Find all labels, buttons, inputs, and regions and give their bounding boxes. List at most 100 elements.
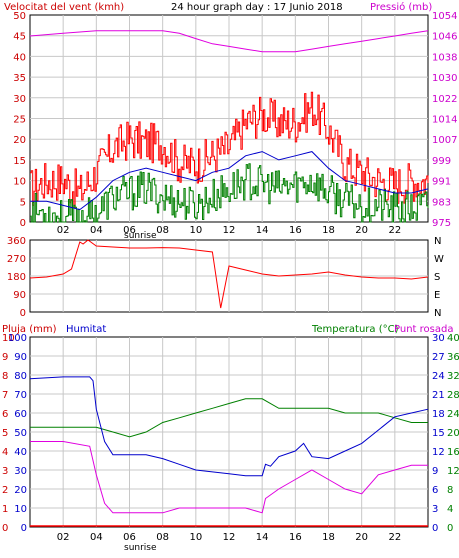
humidity-y-tick: 50 (14, 428, 27, 439)
x-tick-label: 04 (90, 225, 103, 236)
temperature-y-tick: 12 (447, 466, 459, 477)
x-tick-label: 16 (289, 225, 302, 236)
temp-alt-y-tick: 0 (432, 523, 438, 534)
rain-y-tick: 8 (2, 371, 8, 382)
series-layer (29, 30, 429, 527)
temp-alt-y-tick: 9 (432, 466, 438, 477)
temperature-y-tick: 28 (447, 390, 459, 401)
direction-y-tick: 360 (7, 236, 26, 247)
temperature-y-tick: 8 (447, 485, 453, 496)
temp-alt-y-tick: 3 (432, 504, 438, 515)
temperature-y-tick: 20 (447, 428, 459, 439)
rain-y-tick: 2 (2, 485, 8, 496)
x-tick-label: 06 (123, 532, 136, 543)
temperature-y-tick: 24 (447, 409, 459, 420)
x-tick-label: 10 (189, 225, 202, 236)
rain-axis-title: Pluja (mm) (2, 324, 57, 335)
rain-y-tick: 0 (2, 523, 8, 534)
wind-gust-line (30, 91, 429, 209)
wind-low-line (30, 163, 429, 223)
pressure-y-tick: 1046 (432, 32, 457, 43)
direction-y-tick: 90 (13, 290, 26, 301)
wind-y-tick: 30 (13, 94, 26, 105)
humidity-axis-title: Humitat (66, 324, 106, 335)
temperature-y-tick: 36 (447, 352, 459, 363)
x-tick-label: 22 (388, 225, 401, 236)
sunrise-label-top: sunrise (124, 231, 157, 241)
direction-y-tick: 270 (7, 254, 26, 265)
compass-tick: N (434, 308, 441, 319)
axis-layer: 0202040406060808101012121414161618182020… (2, 11, 459, 543)
temperature-line (30, 398, 428, 438)
rain-y-tick: 9 (2, 352, 8, 363)
humidity-y-tick: 40 (14, 447, 27, 458)
rain-y-tick: 6 (2, 409, 8, 420)
wind-y-tick: 50 (13, 11, 26, 22)
wind-y-tick: 5 (20, 197, 26, 208)
temp-alt-y-tick: 30 (432, 333, 445, 344)
pressure-y-tick: 999 (432, 156, 451, 167)
x-tick-label: 12 (223, 225, 236, 236)
pressure-y-tick: 1022 (432, 94, 457, 105)
x-tick-label: 02 (57, 532, 70, 543)
x-tick-label: 14 (256, 532, 269, 543)
temperature-y-tick: 16 (447, 447, 459, 458)
pressure-y-tick: 1030 (432, 73, 457, 84)
x-tick-label: 18 (322, 225, 335, 236)
direction-y-tick: 180 (7, 272, 26, 283)
humidity-y-tick: 70 (14, 390, 27, 401)
temperature-y-tick: 32 (447, 371, 459, 382)
humidity-y-tick: 100 (8, 333, 27, 344)
x-tick-label: 16 (289, 532, 302, 543)
temperature-y-tick: 0 (447, 523, 453, 534)
temp-alt-y-tick: 12 (432, 447, 445, 458)
wind-y-tick: 15 (13, 156, 26, 167)
sunrise-label-bottom: sunrise (124, 543, 157, 553)
dewpoint-axis-title: Punt rosada (394, 324, 453, 335)
temp-alt-y-tick: 15 (432, 428, 445, 439)
compass-tick: W (434, 254, 444, 265)
wind-y-tick: 25 (13, 115, 26, 126)
x-tick-label: 08 (156, 225, 169, 236)
pressure-title: Pressió (mb) (370, 1, 432, 13)
rain-y-tick: 10 (2, 333, 15, 344)
pressure-y-tick: 983 (432, 197, 451, 208)
pressure-y-tick: 1054 (432, 11, 457, 22)
temp-alt-y-tick: 21 (432, 390, 445, 401)
pressure-y-tick: 991 (432, 177, 451, 188)
humidity-y-tick: 90 (14, 352, 27, 363)
x-tick-label: 04 (90, 532, 103, 543)
pressure-y-tick: 1007 (432, 135, 457, 146)
wind-y-tick: 0 (20, 218, 26, 229)
x-tick-label: 22 (388, 532, 401, 543)
temp-alt-y-tick: 27 (432, 352, 445, 363)
rain-y-tick: 1 (2, 504, 8, 515)
x-tick-label: 20 (355, 225, 368, 236)
humidity-y-tick: 0 (21, 523, 27, 534)
x-tick-label: 14 (256, 225, 269, 236)
humidity-y-tick: 20 (14, 485, 27, 496)
wind-y-tick: 40 (13, 52, 26, 63)
temp-alt-y-tick: 6 (432, 485, 438, 496)
rain-y-tick: 5 (2, 428, 8, 439)
humidity-y-tick: 10 (14, 504, 27, 515)
pressure-y-tick: 975 (432, 218, 451, 229)
x-tick-label: 10 (189, 532, 202, 543)
x-tick-label: 18 (322, 532, 335, 543)
wind-y-tick: 35 (13, 73, 26, 84)
dewpoint-line (30, 441, 428, 514)
direction-y-tick: 0 (20, 308, 26, 319)
humidity-y-tick: 30 (14, 466, 27, 477)
rain-y-tick: 3 (2, 466, 8, 477)
x-tick-label: 02 (57, 225, 70, 236)
x-tick-label: 20 (355, 532, 368, 543)
wind-average-line (30, 151, 429, 211)
wind-y-tick: 10 (13, 177, 26, 188)
rain-y-tick: 4 (2, 447, 8, 458)
wind-speed-title: Velocitat del vent (kmh) (4, 2, 124, 13)
rain-y-tick: 7 (2, 390, 8, 401)
x-tick-label: 08 (156, 532, 169, 543)
temp-alt-y-tick: 24 (432, 371, 445, 382)
compass-tick: E (434, 290, 440, 301)
